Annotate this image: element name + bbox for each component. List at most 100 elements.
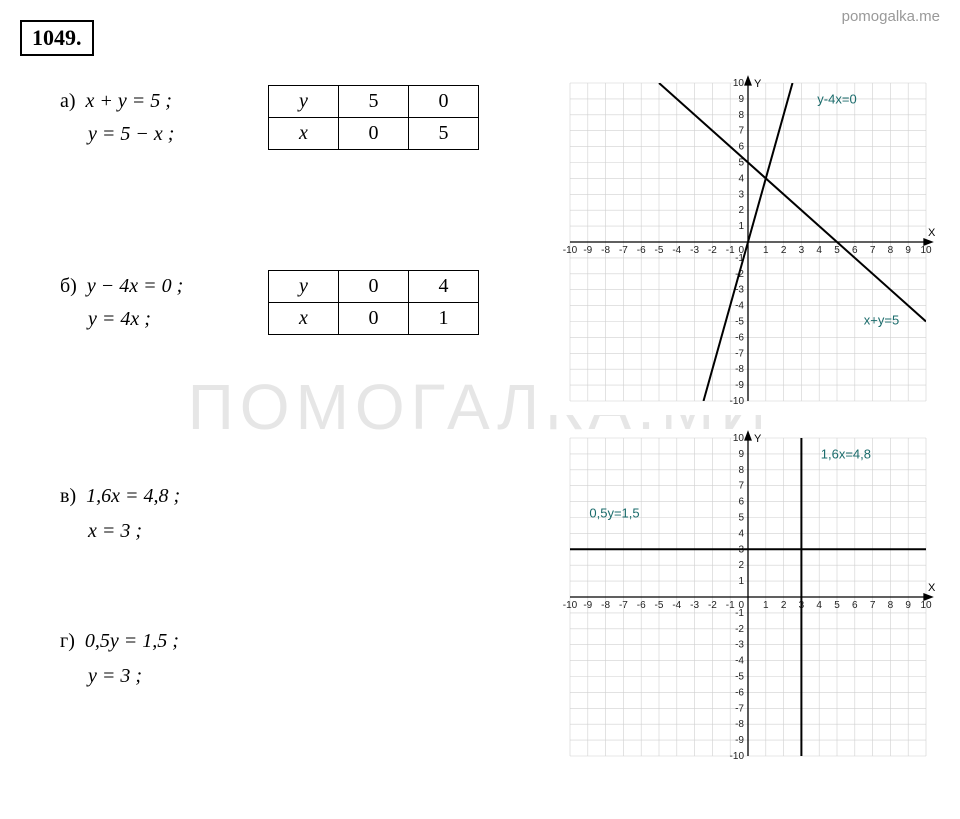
tb-r1c3: 4	[409, 271, 479, 303]
ta-r2c3: 5	[409, 118, 479, 150]
svg-text:9: 9	[738, 449, 744, 460]
table-a: y50 x05	[268, 85, 479, 150]
svg-text:-9: -9	[583, 245, 592, 256]
svg-text:-9: -9	[583, 600, 592, 611]
svg-text:-5: -5	[655, 600, 664, 611]
svg-text:4: 4	[816, 600, 822, 611]
ta-r2c1: x	[269, 118, 339, 150]
svg-text:-3: -3	[690, 600, 699, 611]
ta-r2c2: 0	[339, 118, 409, 150]
ta-r1c3: 0	[409, 86, 479, 118]
svg-text:6: 6	[852, 245, 858, 256]
svg-text:6: 6	[738, 497, 744, 508]
part-v: в)1,6x = 4,8 ; x = 3 ;	[60, 485, 180, 553]
svg-text:9: 9	[905, 600, 911, 611]
svg-text:y-4x=0: y-4x=0	[817, 92, 856, 107]
svg-text:-4: -4	[672, 245, 681, 256]
svg-text:-4: -4	[735, 656, 744, 667]
svg-text:7: 7	[870, 600, 876, 611]
tb-r2c1: x	[269, 303, 339, 335]
part-b-eq1: y − 4x = 0 ;	[87, 275, 183, 297]
svg-text:8: 8	[888, 245, 894, 256]
svg-text:-9: -9	[735, 735, 744, 746]
svg-text:-5: -5	[735, 317, 744, 328]
ta-r1c1: y	[269, 86, 339, 118]
svg-text:-10: -10	[563, 600, 578, 611]
svg-text:0,5y=1,5: 0,5y=1,5	[589, 506, 639, 521]
svg-text:8: 8	[738, 465, 744, 476]
part-a-label: а)	[60, 90, 76, 112]
svg-text:-2: -2	[708, 600, 717, 611]
svg-text:5: 5	[738, 513, 744, 524]
tb-r1c1: y	[269, 271, 339, 303]
svg-text:-4: -4	[735, 301, 744, 312]
svg-text:Y: Y	[754, 433, 762, 445]
svg-text:6: 6	[852, 600, 858, 611]
svg-text:-10: -10	[730, 396, 745, 407]
svg-text:4: 4	[738, 173, 744, 184]
chart-1: -10-9-8-7-6-5-4-3-2-112345678910-10-9-8-…	[540, 75, 940, 415]
svg-text:5: 5	[834, 245, 840, 256]
svg-text:10: 10	[733, 78, 745, 89]
svg-text:-1: -1	[726, 600, 735, 611]
svg-text:-3: -3	[690, 245, 699, 256]
svg-text:2: 2	[781, 245, 787, 256]
svg-text:1: 1	[738, 221, 744, 232]
svg-text:-8: -8	[735, 364, 744, 375]
svg-text:2: 2	[738, 205, 744, 216]
svg-text:3: 3	[738, 189, 744, 200]
part-a-eq2: y = 5 − x ;	[88, 123, 174, 145]
svg-text:x+y=5: x+y=5	[864, 313, 899, 328]
ta-r1c2: 5	[339, 86, 409, 118]
svg-text:0: 0	[738, 600, 744, 611]
part-b-label: б)	[60, 275, 77, 297]
svg-text:7: 7	[870, 245, 876, 256]
svg-text:X: X	[928, 582, 936, 594]
svg-text:-7: -7	[619, 245, 628, 256]
tb-r1c2: 0	[339, 271, 409, 303]
svg-text:10: 10	[920, 245, 932, 256]
svg-text:-8: -8	[735, 719, 744, 730]
svg-text:X: X	[928, 227, 936, 239]
svg-text:1: 1	[738, 576, 744, 587]
svg-text:-10: -10	[563, 245, 578, 256]
svg-text:2: 2	[738, 560, 744, 571]
svg-text:-6: -6	[637, 600, 646, 611]
part-g-label: г)	[60, 630, 75, 652]
svg-text:-8: -8	[601, 600, 610, 611]
svg-text:Y: Y	[754, 78, 762, 90]
part-v-eq1: 1,6x = 4,8 ;	[86, 485, 180, 507]
svg-text:-1: -1	[726, 245, 735, 256]
svg-text:-6: -6	[735, 687, 744, 698]
svg-text:10: 10	[920, 600, 932, 611]
part-g-eq2: y = 3 ;	[88, 665, 142, 687]
svg-text:-6: -6	[637, 245, 646, 256]
svg-text:-6: -6	[735, 332, 744, 343]
svg-text:7: 7	[738, 126, 744, 137]
svg-text:9: 9	[738, 94, 744, 105]
part-g-eq1: 0,5y = 1,5 ;	[85, 630, 179, 652]
svg-text:-2: -2	[735, 624, 744, 635]
part-a-eq1: x + y = 5 ;	[86, 90, 172, 112]
svg-text:8: 8	[738, 110, 744, 121]
svg-text:-9: -9	[735, 380, 744, 391]
svg-text:1: 1	[763, 245, 769, 256]
tb-r2c2: 0	[339, 303, 409, 335]
svg-text:-5: -5	[735, 672, 744, 683]
table-b: y04 x01	[268, 270, 479, 335]
problem-number: 1049.	[20, 20, 94, 56]
svg-text:4: 4	[738, 528, 744, 539]
part-a: а) x + y = 5 ; y = 5 − x ;	[60, 90, 174, 156]
svg-text:-5: -5	[655, 245, 664, 256]
svg-text:2: 2	[781, 600, 787, 611]
chart-2: -10-9-8-7-6-5-4-3-2-112345678910-10-9-8-…	[540, 430, 940, 770]
part-v-label: в)	[60, 485, 76, 507]
svg-text:-2: -2	[708, 245, 717, 256]
svg-text:9: 9	[905, 245, 911, 256]
svg-text:-3: -3	[735, 640, 744, 651]
svg-text:-7: -7	[619, 600, 628, 611]
part-g: г) 0,5y = 1,5 ; y = 3 ;	[60, 630, 179, 698]
tb-r2c3: 1	[409, 303, 479, 335]
svg-text:5: 5	[834, 600, 840, 611]
svg-text:10: 10	[733, 433, 745, 444]
